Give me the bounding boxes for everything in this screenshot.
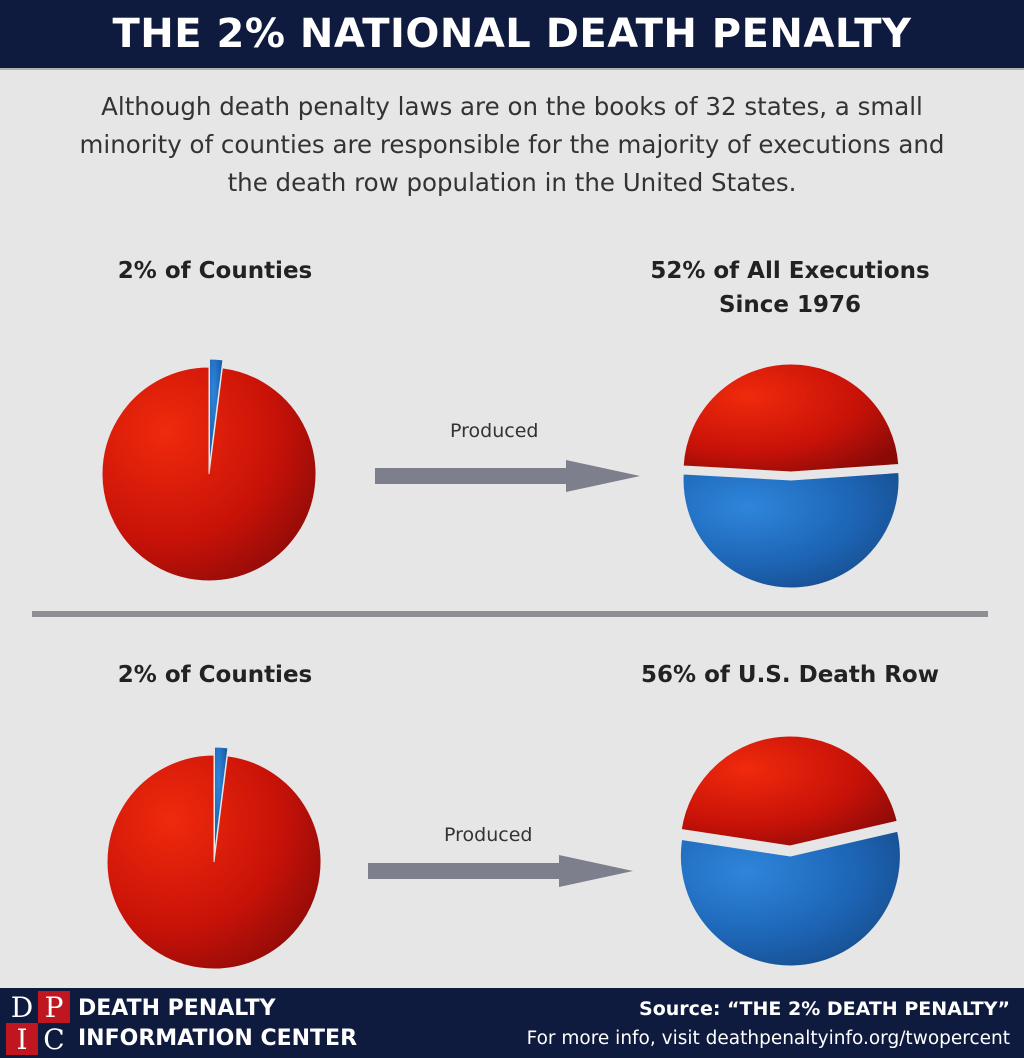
pie-4-slice-red — [680, 735, 898, 847]
org-name-line-2: INFORMATION CENTER — [78, 1026, 358, 1051]
chart-4-title: 56% of U.S. Death Row — [641, 662, 939, 688]
infographic-art — [32, 358, 988, 970]
logo-letter-d: D — [10, 990, 34, 1024]
source-citation: Source: “THE 2% DEATH PENALTY” — [639, 998, 1010, 1020]
pie-chart-top-left — [101, 358, 317, 582]
intro-line-1: Although death penalty laws are on the b… — [101, 92, 923, 121]
logo-letter-i: I — [6, 1023, 38, 1056]
pie-2-slice-red — [682, 363, 900, 473]
pie-1-slice-blue — [209, 358, 224, 467]
pie-2-slice-blue — [682, 471, 900, 589]
pie-chart-bottom-left — [106, 746, 322, 970]
org-name-line-1: DEATH PENALTY — [78, 996, 276, 1021]
footer: D P I C DEATH PENALTY INFORMATION CENTER… — [0, 988, 1024, 1058]
chart-3-title: 2% of Counties — [117, 662, 313, 688]
logo-letter-c: C — [43, 1022, 65, 1056]
chart-2-title: 52% of All Executions Since 1976 — [600, 254, 980, 322]
arrow-label-bottom: Produced — [444, 824, 533, 846]
page-title: THE 2% NATIONAL DEATH PENALTY — [0, 0, 1024, 70]
pie-chart-top-right — [682, 363, 900, 589]
dpic-logo: D P I C — [6, 990, 70, 1056]
pie-3-slice-blue — [214, 746, 229, 855]
arrow-top — [375, 460, 640, 492]
source-block: Source: “THE 2% DEATH PENALTY” For more … — [527, 994, 1010, 1054]
pie-3-slice-red — [106, 754, 322, 970]
chart-2-title-line-1: 52% of All Executions — [650, 258, 930, 284]
pie-4-slice-blue — [679, 830, 901, 967]
pie-1-slice-red — [101, 366, 317, 582]
source-link[interactable]: For more info, visit deathpenaltyinfo.or… — [526, 1028, 1010, 1049]
logo-letter-p: P — [38, 991, 70, 1024]
arrow-bottom — [368, 855, 633, 887]
intro-text: Although death penalty laws are on the b… — [20, 88, 1004, 202]
org-name: DEATH PENALTY INFORMATION CENTER — [78, 994, 357, 1054]
intro-line-3: the death row population in the United S… — [227, 168, 797, 197]
intro-line-2: minority of counties are responsible for… — [79, 130, 945, 159]
section-divider — [32, 611, 988, 617]
chart-2-title-line-2: Since 1976 — [718, 292, 862, 318]
arrow-label-top: Produced — [450, 420, 539, 442]
pie-chart-bottom-right — [679, 735, 901, 967]
chart-1-title: 2% of Counties — [117, 258, 313, 284]
